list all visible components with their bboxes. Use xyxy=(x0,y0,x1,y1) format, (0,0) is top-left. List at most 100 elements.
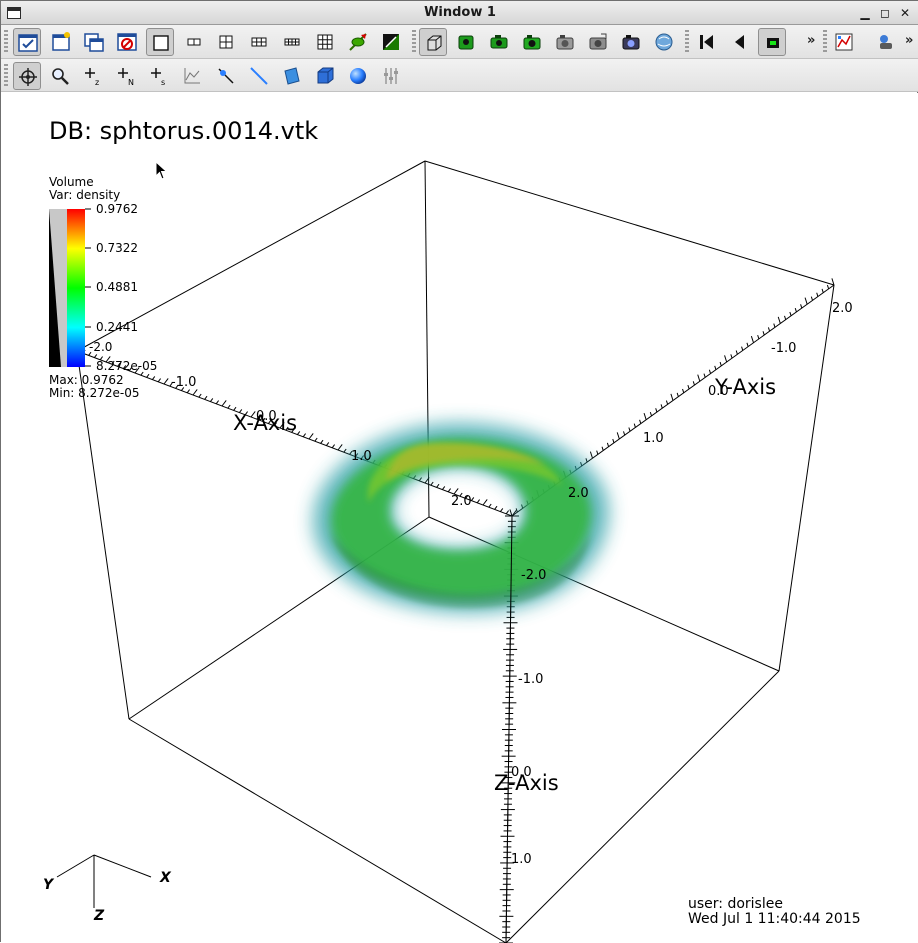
overflow-icon[interactable]: » xyxy=(807,33,816,48)
toolbar-grip[interactable] xyxy=(685,30,689,54)
axis-tick xyxy=(616,432,620,440)
node-pick-button[interactable]: N xyxy=(112,62,140,90)
database-title: DB: sphtorus.0014.vtk xyxy=(49,117,319,145)
box-tool-button[interactable] xyxy=(311,62,339,90)
toolbar-grip[interactable] xyxy=(823,30,827,54)
animation-button[interactable] xyxy=(650,28,678,56)
axis-tick xyxy=(697,374,701,382)
reverse-step-icon xyxy=(700,35,713,49)
lock-view-icon xyxy=(458,35,474,50)
line-tool-button[interactable] xyxy=(245,62,273,90)
axis-tick xyxy=(273,422,278,427)
minimize-button[interactable]: ▁ xyxy=(860,6,870,20)
zoom-button[interactable] xyxy=(46,62,74,90)
y-tick-label: 2.0 xyxy=(832,301,853,316)
play-reverse-button[interactable] xyxy=(725,28,753,56)
axis-tick xyxy=(349,450,353,455)
axis-tick xyxy=(296,431,301,435)
clone-window-button[interactable] xyxy=(80,28,108,56)
share-button[interactable] xyxy=(872,28,900,56)
window-menu-icon[interactable] xyxy=(7,7,21,19)
zone-pick-button[interactable]: z xyxy=(79,62,107,90)
invert-background-button[interactable] xyxy=(377,28,405,56)
svg-text:s: s xyxy=(161,78,165,87)
axis-tick xyxy=(447,488,452,493)
plot-scene xyxy=(49,160,835,943)
axis-tick xyxy=(784,315,787,320)
toolbar-grip[interactable] xyxy=(412,30,416,54)
orientation-triad xyxy=(56,854,152,908)
axis-tick xyxy=(660,404,663,409)
maximize-button[interactable]: ◻ xyxy=(880,6,890,20)
camera-icon xyxy=(622,35,640,50)
legend-color-bar xyxy=(67,209,85,367)
y-axis-title: Y-Axis xyxy=(715,375,777,399)
sphere-tool-button[interactable] xyxy=(344,62,372,90)
axis-tick xyxy=(482,499,488,506)
z-tick-label: -1.0 xyxy=(518,672,544,687)
point-tool-icon xyxy=(218,68,234,84)
axis-tick xyxy=(308,433,314,440)
axis-tick xyxy=(741,346,744,351)
axis-restriction-button[interactable] xyxy=(377,62,405,90)
mouse-cursor-icon xyxy=(155,161,168,180)
axis-tick xyxy=(606,442,610,447)
spreadsheet-pick-icon: s xyxy=(151,68,165,87)
new-window-button[interactable] xyxy=(47,28,75,56)
lock-time-button[interactable] xyxy=(485,28,513,56)
lock-tools-button[interactable] xyxy=(518,28,546,56)
point-tool-button[interactable] xyxy=(212,62,240,90)
overflow-icon-2[interactable]: » xyxy=(905,33,914,48)
toolbar-grip[interactable] xyxy=(4,64,8,88)
toolbar-grip[interactable] xyxy=(4,30,8,54)
active-window-button[interactable] xyxy=(13,28,41,56)
layout-3x3-button[interactable] xyxy=(311,28,339,56)
spreadsheet-pick-button[interactable]: s xyxy=(145,62,173,90)
y-tick-label: -1.0 xyxy=(771,341,797,356)
spin-button[interactable] xyxy=(344,28,372,56)
active-window-icon xyxy=(18,34,38,52)
spin-icon xyxy=(349,33,367,51)
layout-1x1-button[interactable] xyxy=(146,28,174,56)
axis-tick xyxy=(209,398,214,402)
layout-2x2-button[interactable] xyxy=(212,28,240,56)
axis-tick xyxy=(767,327,771,332)
lock-view-button[interactable] xyxy=(452,28,480,56)
axis-tick xyxy=(285,426,289,431)
reverse-step-button[interactable] xyxy=(692,28,720,56)
save-image-button[interactable] xyxy=(551,28,579,56)
layout-2x3-button[interactable] xyxy=(245,28,273,56)
plane-tool-button[interactable] xyxy=(278,62,306,90)
axis-tick xyxy=(117,362,121,367)
clone-window-icon xyxy=(84,33,104,52)
x-axis-title: X-Axis xyxy=(233,411,298,435)
layout-3x3-icon xyxy=(317,34,333,50)
axis-tick xyxy=(724,355,728,363)
axis-tick xyxy=(291,428,295,433)
legend-tick-label: 0.9762 xyxy=(96,202,138,216)
sphere-tool-icon xyxy=(350,68,366,84)
delete-window-button[interactable] xyxy=(113,28,141,56)
legend-opacity-ramp xyxy=(49,209,67,367)
axis-tick xyxy=(343,448,347,453)
axis-tick xyxy=(331,444,336,449)
layout-2x4-button[interactable] xyxy=(278,28,306,56)
title-bar[interactable]: Window 1 ▁ ◻ ✕ xyxy=(1,1,918,25)
perspective-button[interactable] xyxy=(419,28,447,56)
axis-tick xyxy=(123,365,127,369)
axis-tick xyxy=(596,450,599,455)
render-viewport[interactable]: DB: sphtorus.0014.vtk Volume Var: densit… xyxy=(1,93,918,943)
axis-tick xyxy=(703,373,706,378)
navigate-button[interactable] xyxy=(13,62,41,90)
print-button[interactable] xyxy=(584,28,612,56)
axis-tick xyxy=(515,508,518,513)
axis-tick xyxy=(111,360,115,365)
plot-button[interactable] xyxy=(830,28,858,56)
lineout-icon xyxy=(184,68,200,84)
camera-button[interactable] xyxy=(617,28,645,56)
layout-1x2-button[interactable] xyxy=(180,28,208,56)
lineout-button[interactable] xyxy=(178,62,206,90)
close-button[interactable]: ✕ xyxy=(899,6,911,20)
axis-tick xyxy=(789,311,792,316)
stop-button[interactable] xyxy=(758,28,786,56)
